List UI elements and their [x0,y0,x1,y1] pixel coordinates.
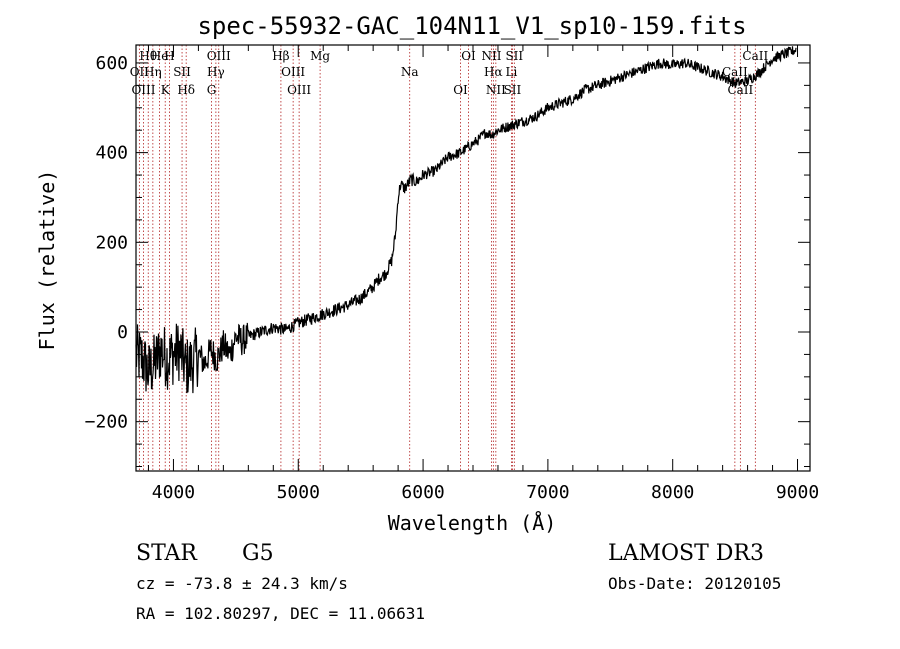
spectral-line-label: NII [486,83,506,97]
y-tick-label: 0 [117,322,128,343]
spectral-line-label: Hθ [139,49,157,63]
obs-date: Obs-Date: 20120105 [608,574,781,593]
spectral-line-label: OIII [131,83,155,97]
spectral-line-label: Li [506,65,518,79]
y-tick-label: 200 [95,232,128,253]
x-tick-label: 9000 [776,482,819,503]
x-tick-label: 6000 [401,482,444,503]
axis-ticks: 4000 5000 6000 7000 8000 9000 −200 0 200 400 600 [85,45,819,503]
spectral-line-labels: Hθ OII OIII He Hη K H SII Hδ OIII Hγ G Hβ OIII OIII Mg N… [130,49,769,97]
spectrum-series [135,46,797,394]
spectral-line-label: OI [453,83,468,97]
spectral-line-label: SII [504,83,522,97]
x-tick-label: 4000 [152,482,195,503]
spectral-line-label: OIII [281,65,305,79]
survey-name: LAMOST DR3 [608,541,764,566]
spectral-line-label: Hβ [272,49,289,63]
y-tick-label: −200 [85,412,128,433]
spectral-line-label: OI [461,49,476,63]
spectral-line-label: OIII [207,49,231,63]
y-axis-label: Flux (relative) [35,170,59,351]
plot-frame [135,44,811,472]
y-tick-label: 600 [95,53,128,74]
spectral-line-label: Na [401,65,419,79]
redshift-value: cz = -73.8 ± 24.3 km/s [136,574,348,593]
x-tick-label: 7000 [526,482,569,503]
spectral-lines [138,45,756,471]
spectral-line-label: Hη [144,65,162,79]
y-tick-label: 400 [95,143,128,164]
chart-title: spec-55932-GAC_104N11_V1_sp10-159.fits [197,12,746,40]
spectral-line-label: OIII [287,83,311,97]
spectral-line-label: SII [173,65,191,79]
spectral-line-label: H [164,49,174,63]
spectral-line-label: CaII [722,65,748,79]
coordinates: RA = 102.80297, DEC = 11.06631 [136,604,425,623]
spectral-line-label: K [161,83,171,97]
spectral-line-label: Hα [484,65,503,79]
x-axis-label: Wavelength (Å) [388,511,557,535]
spectral-line-label: OII [130,65,150,79]
x-tick-label: 8000 [651,482,694,503]
spectral-line-label: Mg [310,49,330,63]
object-class: STAR [136,541,198,566]
spectral-line-label: NII [481,49,501,63]
spectral-line-label: G [207,83,217,97]
object-subclass: G5 [242,541,274,566]
spectral-line-label: SII [505,49,523,63]
x-tick-label: 5000 [277,482,320,503]
spectral-line-label: Hδ [177,83,195,97]
spectral-line-label: He [151,49,169,63]
spectral-line-label: CaII [727,83,753,97]
spectral-line-label: Hγ [207,65,225,79]
spectral-line-label: CaII [742,49,768,63]
